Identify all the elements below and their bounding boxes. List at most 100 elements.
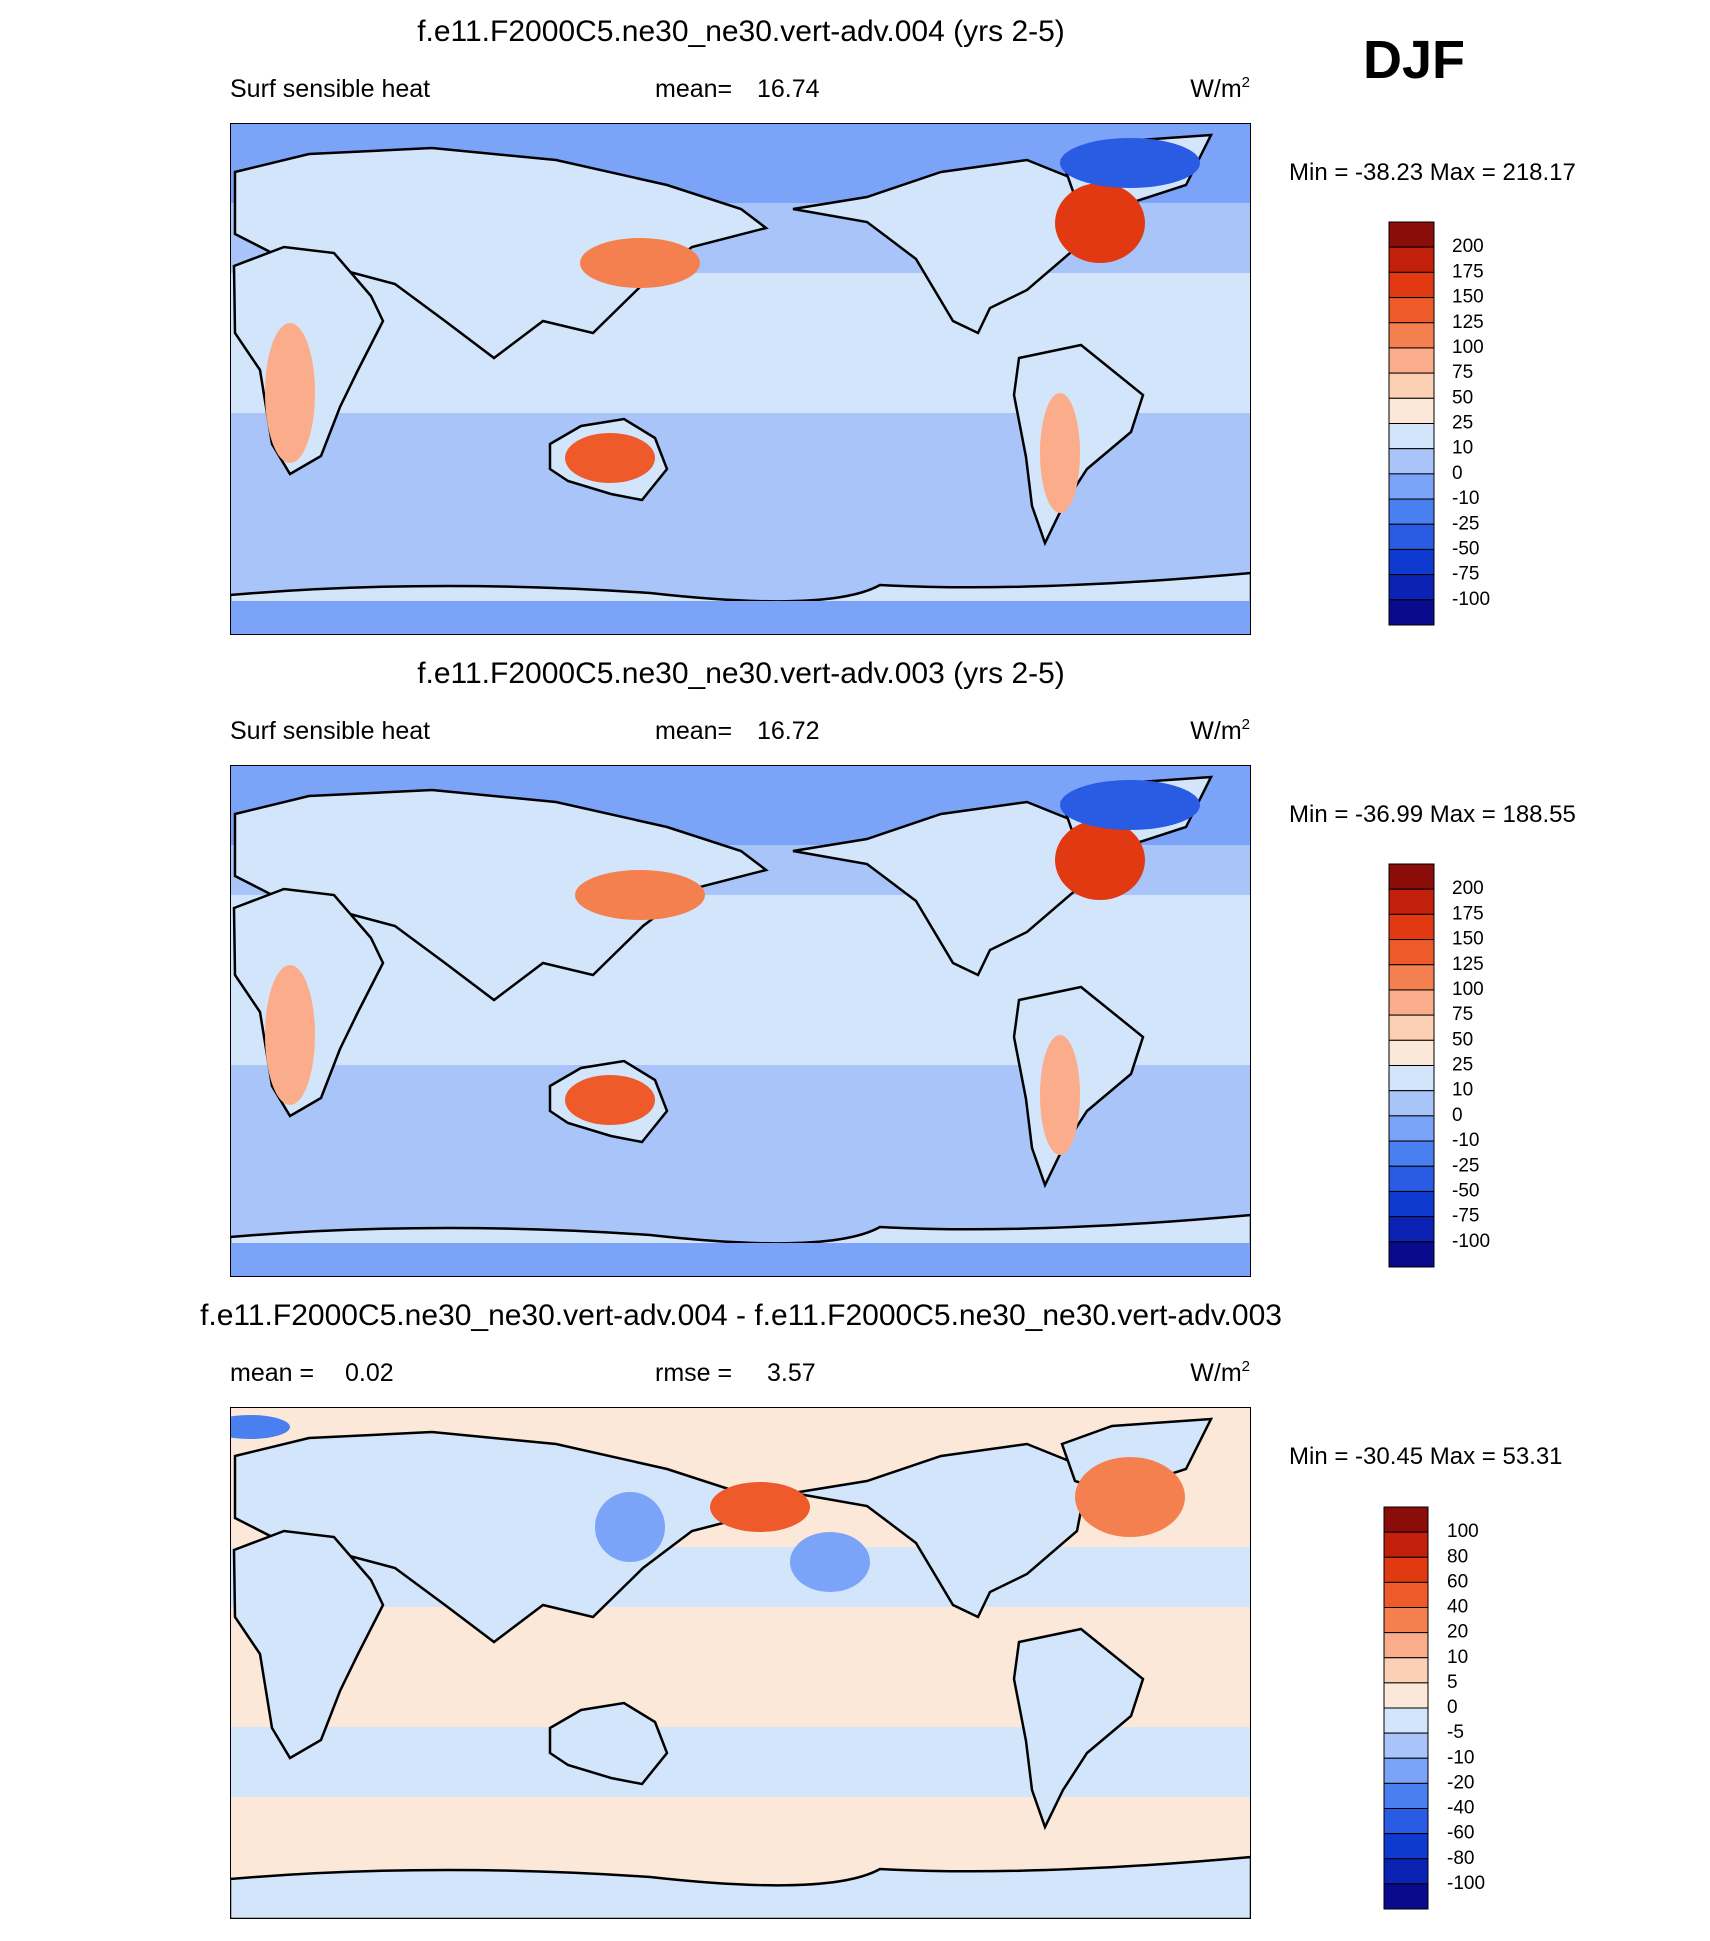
colorbar-label: -75 bbox=[1452, 1206, 1479, 1227]
colorbar-box bbox=[1388, 989, 1435, 1016]
max-value: 188.55 bbox=[1502, 801, 1575, 828]
colorbar-box bbox=[1388, 322, 1435, 349]
colorbar-label: 75 bbox=[1452, 362, 1473, 383]
units: W/m2 bbox=[1190, 716, 1250, 745]
stat-value: 0.02 bbox=[345, 1359, 394, 1387]
min-label: Min = bbox=[1289, 801, 1348, 828]
colorbar-label: 25 bbox=[1452, 413, 1473, 434]
stat-label: mean= bbox=[655, 717, 732, 745]
field-patch bbox=[265, 323, 315, 463]
min-max: Min = -36.99 Max = 188.55 bbox=[1289, 801, 1576, 828]
colorbar-box bbox=[1383, 1607, 1429, 1634]
colorbar-box bbox=[1388, 1065, 1435, 1092]
colorbar-label: -50 bbox=[1452, 538, 1479, 559]
colorbar-box bbox=[1383, 1506, 1429, 1533]
map bbox=[230, 1407, 1251, 1919]
colorbar-box bbox=[1388, 498, 1435, 525]
field-patch bbox=[1040, 1035, 1080, 1155]
max-value: 218.17 bbox=[1502, 159, 1575, 186]
colorbar-box bbox=[1383, 1858, 1429, 1885]
colorbar-box bbox=[1388, 271, 1435, 299]
colorbar-label: 10 bbox=[1452, 438, 1473, 459]
variable-label: Surf sensible heat bbox=[230, 75, 430, 103]
field-patch bbox=[1075, 1457, 1185, 1537]
colorbar-box bbox=[1383, 1782, 1429, 1809]
colorbar-label: -40 bbox=[1447, 1798, 1474, 1819]
map bbox=[230, 765, 1251, 1277]
min-max: Min = -30.45 Max = 53.31 bbox=[1289, 1443, 1563, 1470]
field-patch bbox=[1060, 138, 1200, 188]
units: W/m2 bbox=[1190, 1358, 1250, 1387]
colorbar-label: -25 bbox=[1452, 1155, 1479, 1176]
stat-value: 16.74 bbox=[757, 75, 820, 103]
colorbar-label: 80 bbox=[1447, 1546, 1468, 1567]
colorbar-box bbox=[1383, 1757, 1429, 1784]
colorbar-box bbox=[1388, 599, 1435, 626]
field-patch bbox=[595, 1492, 665, 1562]
min-value: -38.23 bbox=[1355, 159, 1423, 186]
panel-title: f.e11.F2000C5.ne30_ne30.vert-adv.003 (yr… bbox=[417, 657, 1065, 690]
colorbar-label: 200 bbox=[1452, 236, 1484, 257]
field-patch bbox=[710, 1482, 810, 1532]
panel: f.e11.F2000C5.ne30_ne30.vert-adv.004 (yr… bbox=[230, 15, 1576, 635]
panel: f.e11.F2000C5.ne30_ne30.vert-adv.003 (yr… bbox=[230, 657, 1576, 1277]
colorbar-label: 0 bbox=[1447, 1697, 1458, 1718]
min-label: Min = bbox=[1289, 159, 1348, 186]
colorbar-box bbox=[1388, 221, 1435, 248]
colorbar-label: -20 bbox=[1447, 1772, 1474, 1793]
colorbar-label: 100 bbox=[1447, 1521, 1479, 1542]
colorbar-box bbox=[1388, 372, 1435, 399]
stat-value: 3.57 bbox=[767, 1359, 816, 1387]
colorbar-label: 150 bbox=[1452, 929, 1484, 950]
colorbar-box bbox=[1383, 1808, 1429, 1835]
colorbar-box bbox=[1388, 574, 1435, 601]
max-value: 53.31 bbox=[1502, 1443, 1562, 1470]
field-patch bbox=[575, 870, 705, 920]
colorbar-box bbox=[1388, 523, 1435, 550]
colorbar-label: 0 bbox=[1452, 1105, 1463, 1126]
colorbar-label: 125 bbox=[1452, 312, 1484, 333]
colorbar-label: -5 bbox=[1447, 1722, 1464, 1743]
colorbar-label: 100 bbox=[1452, 979, 1484, 1000]
field-patch bbox=[565, 433, 655, 483]
colorbar-box bbox=[1388, 1140, 1435, 1167]
field-patch bbox=[265, 965, 315, 1105]
colorbar-box bbox=[1383, 1833, 1429, 1860]
colorbar-label: 200 bbox=[1452, 878, 1484, 899]
field-patch bbox=[1055, 820, 1145, 900]
max-label: Max = bbox=[1430, 159, 1496, 186]
colorbar-label: 175 bbox=[1452, 261, 1484, 282]
min-label: Min = bbox=[1289, 1443, 1348, 1470]
colorbar-box bbox=[1388, 397, 1435, 424]
colorbar-label: -10 bbox=[1452, 488, 1479, 509]
stat-value: 16.72 bbox=[757, 717, 820, 745]
colorbar-label: 50 bbox=[1452, 387, 1473, 408]
colorbar-label: -25 bbox=[1452, 513, 1479, 534]
colorbar-box bbox=[1388, 1165, 1435, 1192]
colorbar-box bbox=[1383, 1657, 1429, 1684]
units-exponent: 2 bbox=[1242, 1358, 1250, 1375]
units-base: W/m bbox=[1190, 717, 1241, 745]
season-label: DJF bbox=[1363, 30, 1465, 90]
colorbar-label: -80 bbox=[1447, 1848, 1474, 1869]
colorbar-label: 25 bbox=[1452, 1055, 1473, 1076]
min-value: -30.45 bbox=[1355, 1443, 1423, 1470]
colorbar-box bbox=[1383, 1531, 1429, 1558]
map bbox=[230, 123, 1251, 635]
colorbar-label: 10 bbox=[1447, 1647, 1468, 1668]
colorbar-label: 60 bbox=[1447, 1571, 1468, 1592]
min-max: Min = -38.23 Max = 218.17 bbox=[1289, 159, 1576, 186]
colorbar-box bbox=[1388, 939, 1435, 966]
colorbar-box bbox=[1383, 1556, 1429, 1583]
colorbar-label: -10 bbox=[1447, 1747, 1474, 1768]
units-exponent: 2 bbox=[1242, 74, 1250, 91]
colorbar-label: -50 bbox=[1452, 1180, 1479, 1201]
field-band bbox=[230, 601, 1251, 635]
colorbar-box bbox=[1388, 1216, 1435, 1243]
stat-label: mean = bbox=[230, 1359, 314, 1387]
stat-label: rmse = bbox=[655, 1359, 732, 1387]
max-label: Max = bbox=[1430, 801, 1496, 828]
